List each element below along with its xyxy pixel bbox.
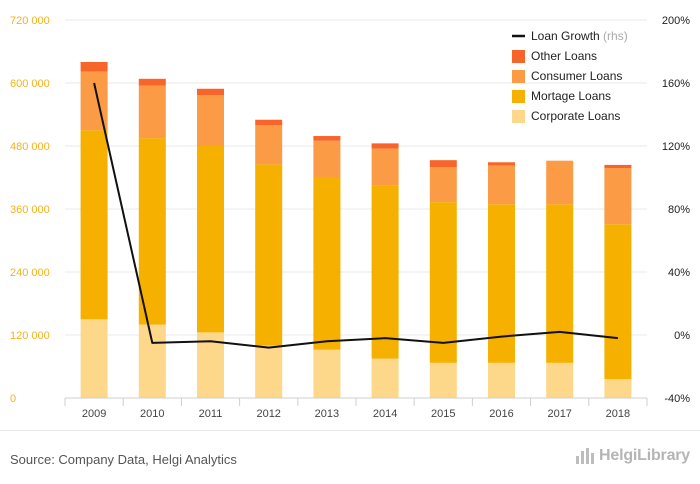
- legend-label: Loan Growth (rhs): [531, 29, 628, 43]
- y-right-tick-label: 0%: [674, 330, 690, 342]
- bar-other-loans-2015: [430, 160, 457, 167]
- y-right-tick-label: 120%: [662, 141, 690, 153]
- y-right-tick-label: 200%: [662, 15, 690, 27]
- bar-mortage-loans-2018: [604, 224, 631, 379]
- bar-consumer-loans-2016: [488, 165, 515, 204]
- bar-mortage-loans-2016: [488, 204, 515, 363]
- bar-corporate-loans-2018: [604, 379, 631, 398]
- bar-consumer-loans-2015: [430, 167, 457, 202]
- legend-item-corporate-loans[interactable]: Corporate Loans: [512, 109, 620, 123]
- bar-corporate-loans-2010: [139, 325, 166, 399]
- y-left-tick-label: 480 000: [10, 141, 50, 153]
- bar-corporate-loans-2014: [372, 359, 399, 398]
- legend-swatch: [512, 70, 525, 83]
- y-left-tick-label: 600 000: [10, 78, 50, 90]
- bar-other-loans-2016: [488, 162, 515, 165]
- legend-label: Consumer Loans: [531, 69, 622, 83]
- legend-swatch: [512, 110, 525, 123]
- bar-consumer-loans-2010: [139, 86, 166, 139]
- bar-corporate-loans-2013: [313, 350, 340, 398]
- x-tick-label: 2016: [489, 408, 513, 420]
- legend: Loan Growth (rhs) Other Loans Consumer Loa…: [512, 29, 628, 123]
- bar-other-loans-2010: [139, 79, 166, 86]
- x-tick-label: 2018: [606, 408, 630, 420]
- loan-structure-chart: 0 120 000 240 000 360 000 480 000 600 000 720 …: [0, 0, 700, 430]
- bar-other-loans-2012: [255, 120, 282, 125]
- x-tick-label: 2017: [547, 408, 571, 420]
- bar-other-loans-2014: [372, 143, 399, 148]
- bar-consumer-loans-2014: [372, 149, 399, 186]
- bar-other-loans-2011: [197, 89, 224, 95]
- bar-mortage-loans-2012: [255, 164, 282, 345]
- source-note: Source: Company Data, Helgi Analytics: [10, 452, 237, 467]
- x-tick-label: 2010: [140, 408, 164, 420]
- bar-other-loans-2018: [604, 165, 631, 168]
- bar-corporate-loans-2009: [81, 319, 108, 398]
- legend-swatch: [512, 50, 525, 63]
- y-left-tick-label: 240 000: [10, 267, 50, 279]
- bar-consumer-loans-2012: [255, 125, 282, 164]
- legend-swatch: [512, 90, 525, 103]
- bar-chart-logo-icon: [575, 447, 595, 465]
- bar-mortage-loans-2013: [313, 178, 340, 350]
- bar-mortage-loans-2017: [546, 204, 573, 363]
- y-right-tick-label: -40%: [664, 393, 690, 405]
- legend-item-loan-growth[interactable]: Loan Growth (rhs): [512, 29, 628, 43]
- y-right-tick-label: 40%: [668, 267, 690, 279]
- legend-label: Other Loans: [531, 49, 597, 63]
- y-right-tick-label: 160%: [662, 78, 690, 90]
- bar-consumer-loans-2013: [313, 141, 340, 178]
- legend-axis-note: (rhs): [603, 29, 628, 43]
- x-tick-label: 2014: [373, 408, 397, 420]
- y-right-tick-label: 80%: [668, 204, 690, 216]
- x-tick-label: 2012: [256, 408, 280, 420]
- bar-other-loans-2009: [81, 62, 108, 71]
- bar-consumer-loans-2017: [546, 161, 573, 205]
- bar-mortage-loans-2009: [81, 130, 108, 319]
- legend-item-consumer-loans[interactable]: Consumer Loans: [512, 69, 622, 83]
- bar-corporate-loans-2017: [546, 363, 573, 398]
- x-tick-label: 2009: [82, 408, 106, 420]
- brand[interactable]: HelgiLibrary: [575, 447, 690, 465]
- bar-mortage-loans-2015: [430, 202, 457, 363]
- y-left-tick-label: 720 000: [10, 15, 50, 27]
- bar-consumer-loans-2018: [604, 168, 631, 224]
- bar-consumer-loans-2011: [197, 95, 224, 146]
- legend-item-mortage-loans[interactable]: Mortage Loans: [512, 89, 611, 103]
- bar-mortage-loans-2014: [372, 185, 399, 358]
- legend-item-other-loans[interactable]: Other Loans: [512, 49, 597, 63]
- bar-corporate-loans-2012: [255, 346, 282, 399]
- bar-corporate-loans-2016: [488, 363, 515, 398]
- y-left-tick-label: 120 000: [10, 330, 50, 342]
- legend-label: Corporate Loans: [531, 109, 620, 123]
- brand-name: HelgiLibrary: [599, 447, 690, 465]
- legend-label: Mortage Loans: [531, 89, 611, 103]
- y-left-tick-label: 360 000: [10, 204, 50, 216]
- x-tick-label: 2013: [315, 408, 339, 420]
- bar-corporate-loans-2015: [430, 363, 457, 398]
- chart-footer: Source: Company Data, Helgi Analytics He…: [0, 430, 700, 484]
- bar-other-loans-2013: [313, 136, 340, 141]
- x-tick-label: 2011: [199, 408, 223, 420]
- x-tick-label: 2015: [431, 408, 455, 420]
- bar-mortage-loans-2011: [197, 146, 224, 332]
- y-left-tick-label: 0: [10, 393, 16, 405]
